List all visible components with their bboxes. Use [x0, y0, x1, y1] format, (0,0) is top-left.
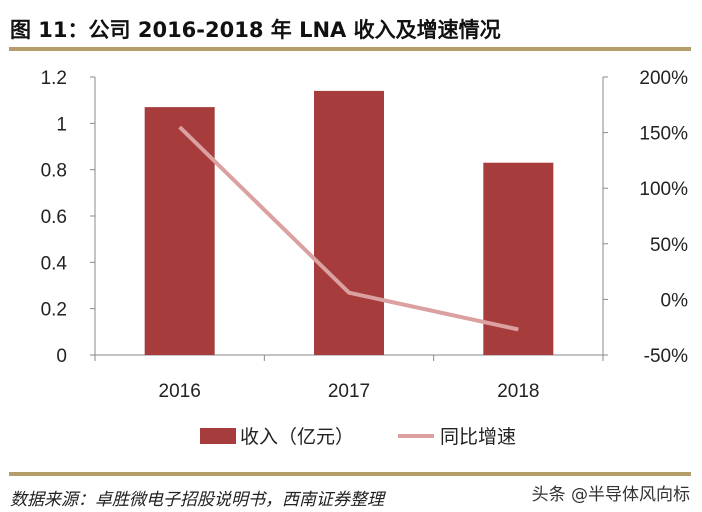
right-tick-label: 0%	[661, 290, 689, 311]
figure-title: 图 11：公司 2016-2018 年 LNA 收入及增速情况	[10, 18, 501, 42]
left-tick-label: 0.4	[41, 253, 68, 274]
x-tick-label: 2018	[497, 381, 539, 402]
left-tick-label: 0.2	[41, 300, 67, 321]
left-tick-label: 1.2	[41, 68, 67, 89]
legend-swatch-revenue	[200, 428, 236, 444]
x-tick-label: 2016	[159, 381, 201, 402]
left-tick-label: 1	[56, 114, 67, 135]
right-tick-label: 50%	[650, 235, 688, 256]
bottom-divider	[9, 472, 691, 476]
bar-2016	[144, 107, 215, 355]
right-tick-label: 100%	[639, 179, 688, 200]
x-tick-label: 2017	[328, 381, 370, 402]
watermark: 头条 @半导体风向标	[531, 485, 690, 505]
top-divider	[9, 47, 691, 51]
left-tick-label: 0	[56, 346, 67, 367]
chart: 0 0.2 0.4 0.6 0.8 1 1.2 -50% 0% 50% 100% 150% 200% 20…	[41, 68, 689, 448]
right-tick-label: 150%	[639, 124, 688, 145]
legend-label-growth: 同比增速	[440, 426, 516, 448]
left-tick-label: 0.6	[41, 207, 67, 228]
left-tick-label: 0.8	[41, 161, 67, 182]
bar-2017	[314, 90, 384, 356]
right-tick-label: -50%	[644, 346, 688, 367]
legend-label-revenue: 收入（亿元）	[240, 426, 354, 448]
source-note: 数据来源：卓胜微电子招股说明书，西南证券整理	[10, 490, 384, 510]
right-tick-label: 200%	[639, 68, 688, 89]
